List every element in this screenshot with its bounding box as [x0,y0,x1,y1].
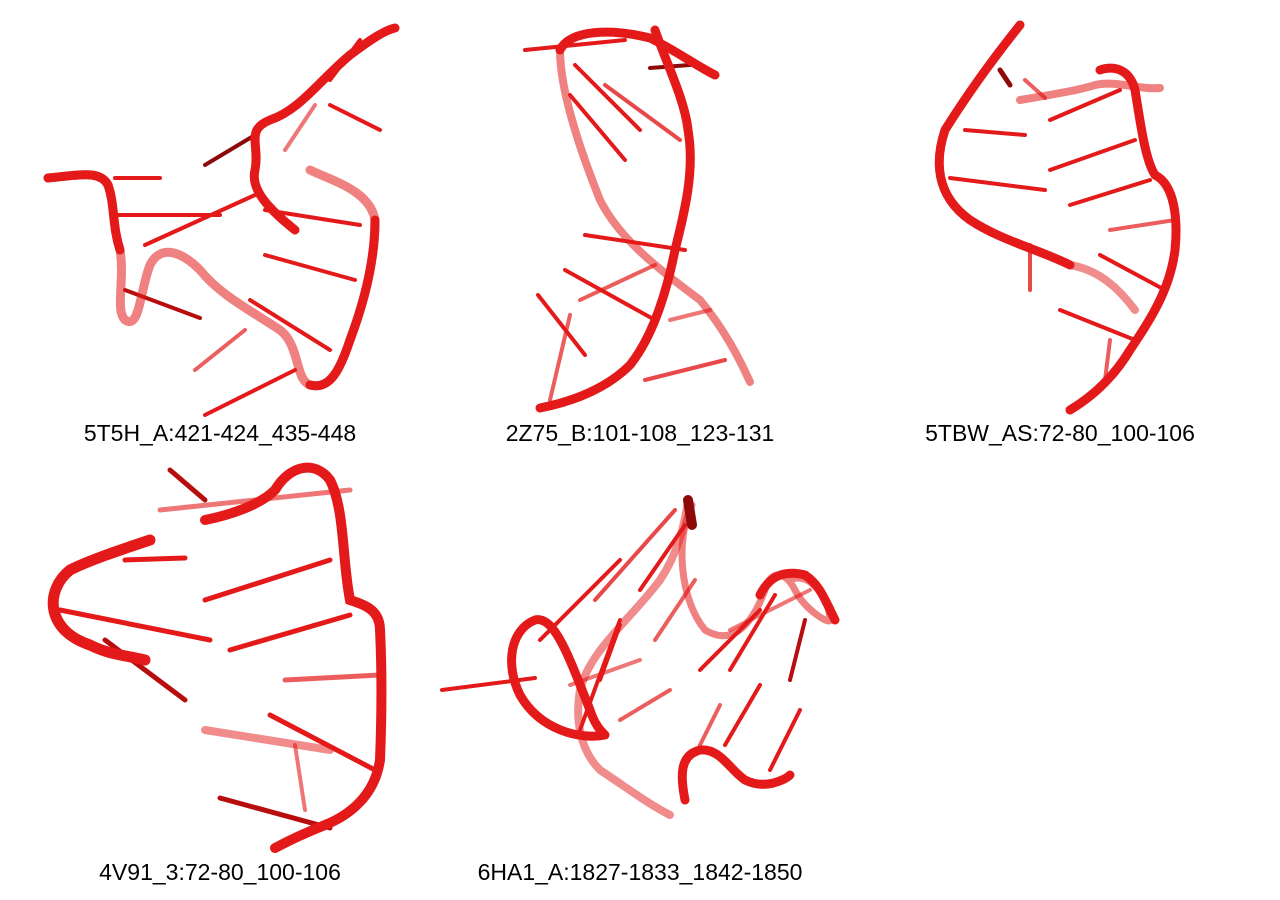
structure-label-5t5h: 5T5H_A:421-424_435-448 [83,420,357,446]
rna-structure-5t5h [30,10,430,420]
rna-structure-4v91 [30,450,410,860]
rna-cartoon-5tbw [934,20,1181,415]
rna-structure-2z75 [500,10,780,420]
rna-cartoon-5t5h [43,23,400,417]
rna-structure-5tbw [920,10,1190,420]
rna-cartoon-2z75 [523,25,754,413]
structure-label-5tbw: 5TBW_AS:72-80_100-106 [925,420,1195,446]
rna-cartoon-6ha1 [440,495,840,819]
rna-structure-6ha1 [430,480,860,850]
structure-label-4v91: 4V91_3:72-80_100-106 [99,859,341,885]
rna-cartoon-4v91 [47,462,387,853]
structure-label-6ha1: 6HA1_A:1827-1833_1842-1850 [477,859,803,885]
structure-label-2z75: 2Z75_B:101-108_123-131 [505,420,775,446]
